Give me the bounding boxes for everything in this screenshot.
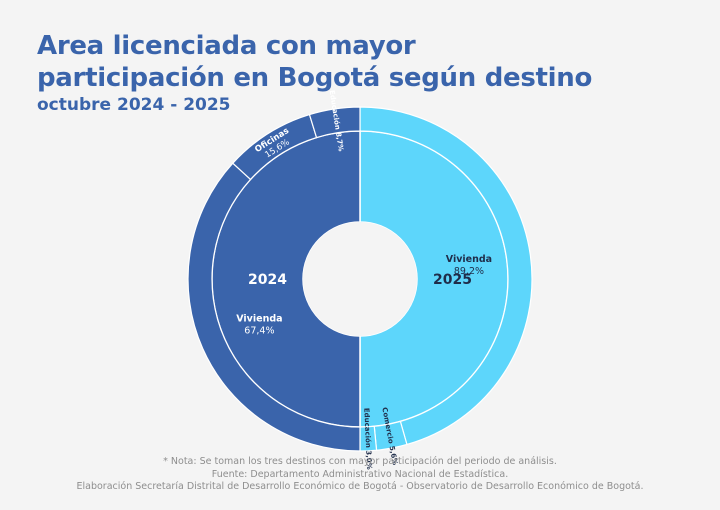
chart-title: Area licenciada con mayor participación … [37,30,592,94]
year-2025-vivienda-name-label: Vivienda [446,254,492,265]
chart-subtitle: octubre 2024 - 2025 [37,95,231,115]
year-2024-vivienda-value-label: 67,4% [244,325,274,336]
year-2025-vivienda-value-label: 89,2% [454,266,484,277]
chart-footer: * Nota: Se toman los tres destinos con m… [0,456,720,494]
footer-credit: Elaboración Secretaría Distrital de Desa… [76,481,644,492]
title-line-1: Area licenciada con mayor [37,31,416,61]
year-2025-educacion-label: Educación 3,0% [362,408,373,470]
donut-hole [303,222,417,336]
title-line-2: participación en Bogotá según destino [37,63,593,93]
year-2025-label: 2025 [433,272,472,288]
footer-note: * Nota: Se toman los tres destinos con m… [163,456,557,467]
year-2024-label: 2024 [248,272,287,288]
year-2024-vivienda-name-label: Vivienda [236,313,282,324]
year-2024-educacion-segment [308,106,361,139]
footer-source: Fuente: Departamento Administrativo Naci… [211,468,509,480]
